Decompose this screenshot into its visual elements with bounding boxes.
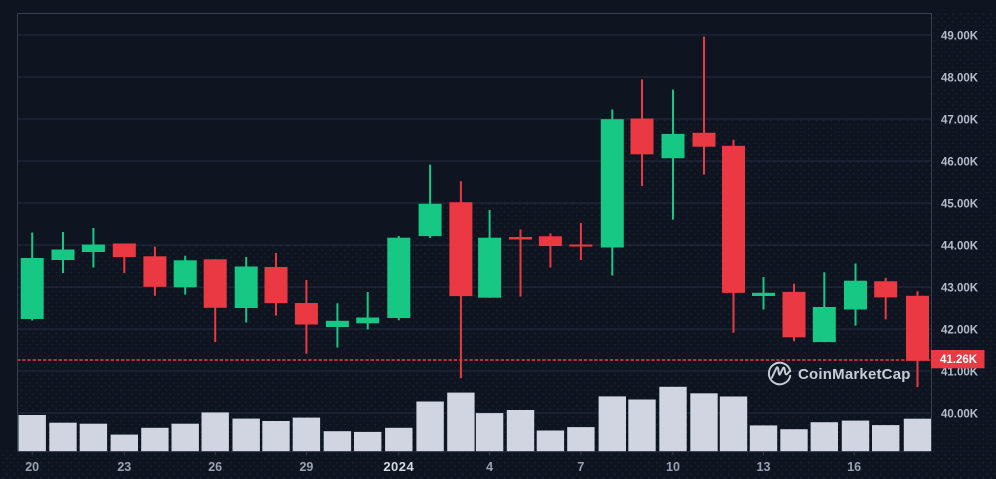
svg-text:48.00K: 48.00K: [941, 73, 979, 85]
svg-text:46.00K: 46.00K: [941, 157, 979, 169]
svg-text:13: 13: [757, 460, 771, 474]
svg-text:41.00K: 41.00K: [941, 367, 979, 379]
svg-text:23: 23: [117, 460, 131, 474]
svg-text:10: 10: [666, 460, 680, 474]
svg-text:16: 16: [847, 460, 861, 474]
svg-text:43.00K: 43.00K: [941, 283, 979, 295]
svg-text:CoinMarketCap: CoinMarketCap: [798, 366, 911, 383]
svg-text:41.26K: 41.26K: [940, 354, 978, 366]
svg-text:20: 20: [25, 460, 39, 474]
svg-text:44.00K: 44.00K: [941, 241, 979, 253]
svg-text:42.00K: 42.00K: [941, 325, 979, 337]
svg-text:47.00K: 47.00K: [941, 115, 979, 127]
svg-text:4: 4: [486, 460, 493, 474]
svg-text:29: 29: [299, 460, 313, 474]
svg-text:49.00K: 49.00K: [941, 31, 979, 43]
svg-text:45.00K: 45.00K: [941, 199, 979, 211]
svg-text:26: 26: [208, 460, 222, 474]
svg-text:2024: 2024: [383, 459, 414, 474]
svg-text:7: 7: [577, 460, 584, 474]
svg-text:40.00K: 40.00K: [941, 409, 979, 421]
